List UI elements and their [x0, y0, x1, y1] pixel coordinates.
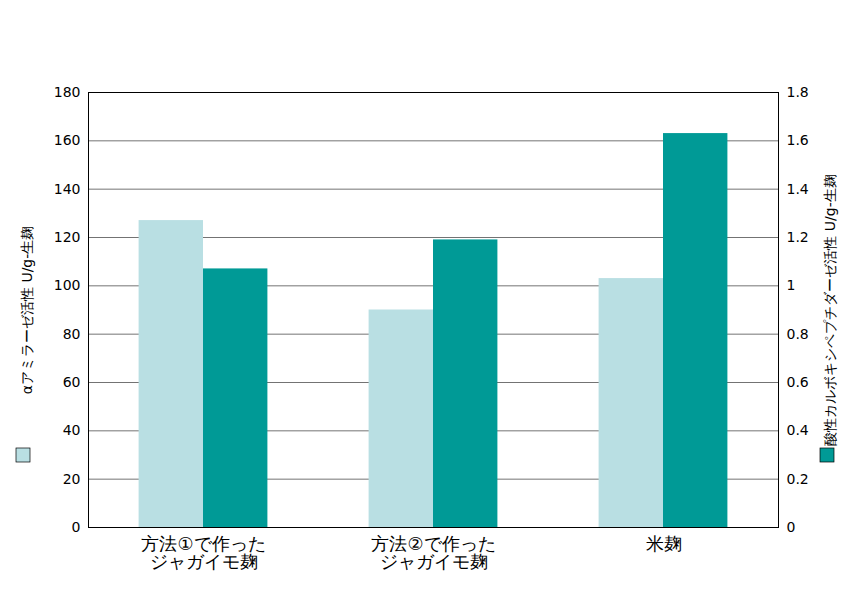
svg-text:1.8: 1.8: [787, 84, 809, 100]
svg-text:1: 1: [787, 277, 796, 293]
svg-text:1.4: 1.4: [787, 181, 809, 197]
svg-text:αアミラーゼ活性 U/g-生麹: αアミラーゼ活性 U/g-生麹: [19, 226, 35, 395]
svg-text:1.6: 1.6: [787, 132, 809, 148]
svg-text:1.2: 1.2: [787, 229, 809, 245]
svg-text:40: 40: [63, 422, 81, 438]
svg-text:0.4: 0.4: [787, 422, 809, 438]
svg-text:酸性カルボキシペプチダーゼ活性 U/g-生麹: 酸性カルボキシペプチダーゼ活性 U/g-生麹: [822, 174, 838, 445]
svg-text:140: 140: [54, 181, 81, 197]
svg-text:0: 0: [787, 519, 796, 535]
svg-text:100: 100: [54, 277, 81, 293]
svg-text:80: 80: [63, 326, 81, 342]
svg-text:米麹: 米麹: [646, 533, 682, 554]
svg-text:方法②で作ったジャガイモ麹: 方法②で作ったジャガイモ麹: [371, 533, 495, 572]
svg-text:0: 0: [72, 519, 81, 535]
svg-text:0.8: 0.8: [787, 326, 809, 342]
svg-text:0.6: 0.6: [787, 374, 809, 390]
svg-text:160: 160: [54, 132, 81, 148]
svg-text:20: 20: [63, 471, 81, 487]
svg-text:120: 120: [54, 229, 81, 245]
svg-text:0.2: 0.2: [787, 471, 809, 487]
svg-text:方法①で作ったジャガイモ麹: 方法①で作ったジャガイモ麹: [141, 533, 265, 572]
svg-text:180: 180: [54, 84, 81, 100]
svg-text:60: 60: [63, 374, 81, 390]
